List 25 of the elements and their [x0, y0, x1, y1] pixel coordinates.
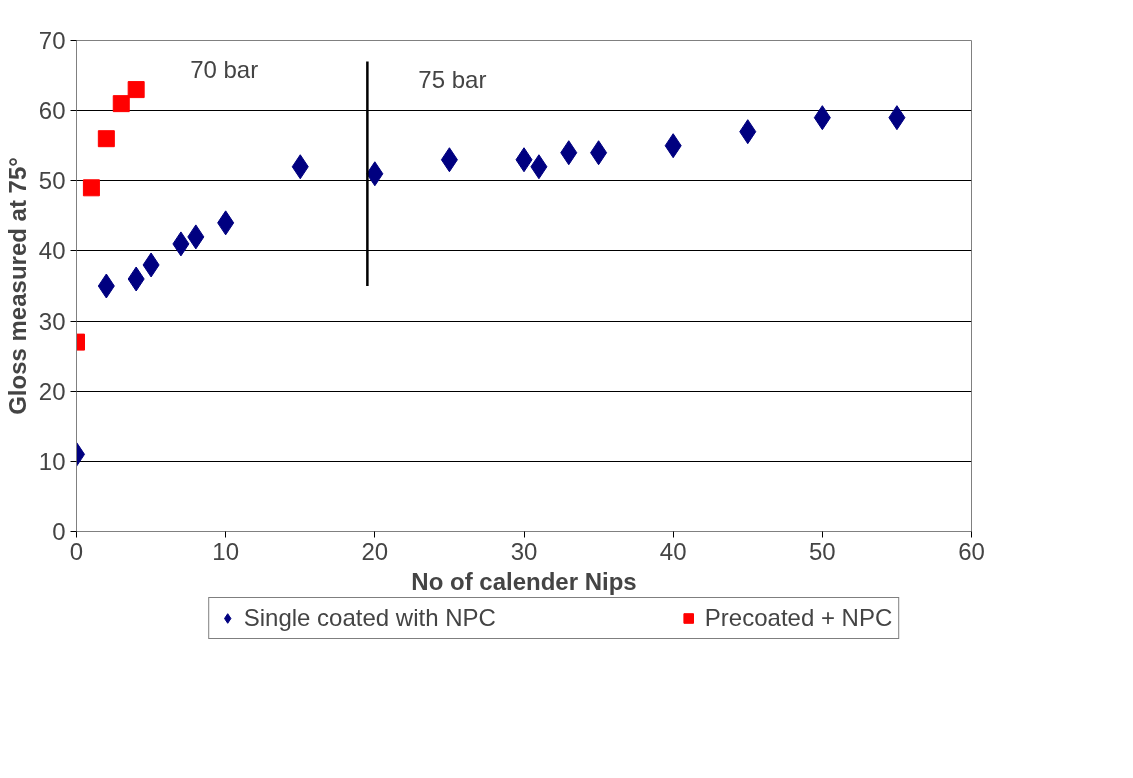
- x-tick-label: 10: [212, 537, 240, 565]
- annotation: 70 bar: [190, 56, 259, 84]
- x-tick-label: 40: [659, 537, 687, 565]
- y-axis-title: Gloss measured at 75°: [3, 157, 31, 415]
- y-tick-label: 0: [52, 518, 66, 545]
- x-tick-label: 50: [808, 537, 836, 565]
- x-tick-label: 0: [69, 537, 84, 565]
- y-tick-label: 10: [38, 447, 66, 475]
- y-tick-label: 50: [38, 167, 66, 195]
- y-tick-label: 40: [38, 237, 66, 265]
- x-tick-label: 20: [361, 537, 389, 565]
- legend-label: Single coated with NPC: [243, 604, 496, 632]
- point: [127, 81, 145, 99]
- y-tick-label: 30: [38, 307, 66, 335]
- x-tick-label: 60: [958, 537, 985, 565]
- point: [97, 130, 115, 148]
- point: [82, 179, 100, 197]
- x-axis-title: No of calender Nips: [411, 567, 637, 595]
- annotation: 75 bar: [418, 66, 487, 94]
- point: [112, 95, 130, 113]
- y-tick-label: 60: [38, 97, 66, 125]
- x-tick-label: 30: [510, 537, 538, 565]
- legend-label: Precoated + NPC: [704, 604, 893, 632]
- y-tick-label: 70: [38, 27, 66, 54]
- y-tick-label: 20: [38, 377, 66, 405]
